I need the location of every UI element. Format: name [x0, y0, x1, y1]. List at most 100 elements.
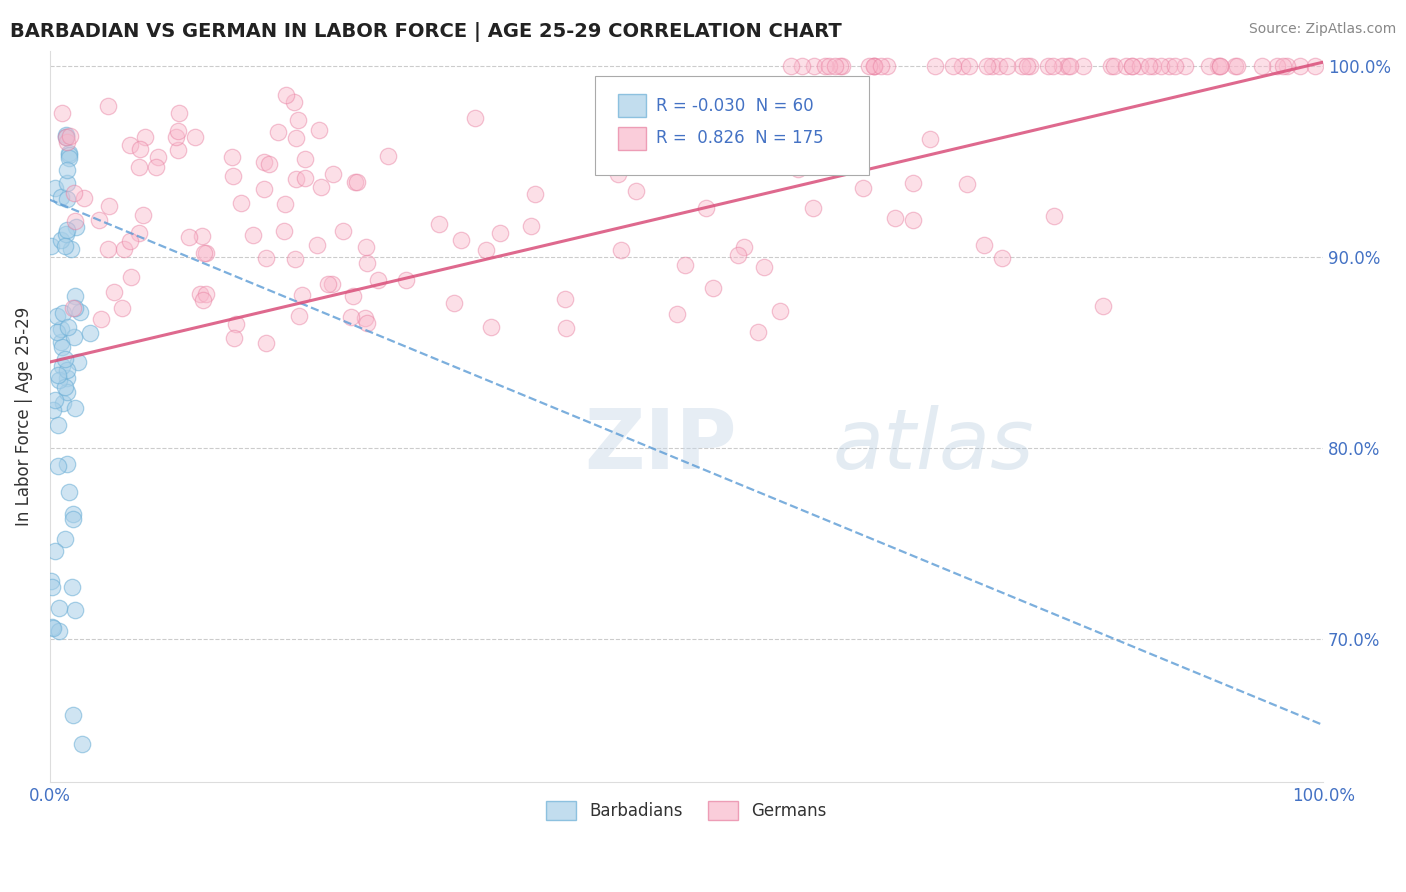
Point	[44, 181, 66, 195]
Point	[648, 152, 671, 166]
Point	[863, 59, 886, 73]
Point	[41, 620, 63, 634]
Point	[53, 380, 76, 394]
Point	[131, 208, 153, 222]
Point	[903, 176, 925, 190]
Point	[342, 288, 364, 302]
Point	[695, 201, 717, 215]
Point	[63, 330, 86, 344]
Point	[55, 129, 77, 144]
Point	[599, 112, 621, 126]
Point	[606, 167, 628, 181]
Point	[97, 99, 120, 113]
Point	[48, 373, 70, 387]
Point	[167, 143, 190, 157]
Point	[62, 186, 84, 200]
Text: BARBADIAN VS GERMAN IN LABOR FORCE | AGE 25-29 CORRELATION CHART: BARBADIAN VS GERMAN IN LABOR FORCE | AGE…	[10, 22, 842, 42]
Point	[39, 574, 62, 589]
Point	[308, 123, 330, 137]
Point	[56, 135, 79, 149]
Point	[112, 242, 135, 256]
Point	[321, 277, 343, 291]
Point	[284, 252, 307, 266]
Point	[1289, 59, 1312, 73]
Point	[273, 197, 295, 211]
Point	[48, 624, 70, 638]
Point	[59, 128, 82, 143]
Point	[1164, 59, 1187, 73]
Point	[62, 708, 84, 723]
Point	[479, 319, 502, 334]
Point	[134, 130, 156, 145]
Point	[924, 59, 946, 73]
Point	[356, 316, 378, 330]
Point	[188, 287, 211, 301]
Point	[520, 219, 543, 233]
Point	[224, 331, 246, 345]
Point	[56, 371, 79, 385]
Point	[742, 93, 765, 107]
Point	[830, 59, 852, 73]
Point	[395, 273, 418, 287]
Point	[56, 319, 79, 334]
Point	[120, 270, 142, 285]
Point	[148, 150, 170, 164]
Point	[918, 132, 941, 146]
Point	[177, 229, 200, 244]
Point	[1052, 59, 1074, 73]
Point	[256, 335, 278, 350]
Point	[46, 417, 69, 432]
Point	[287, 112, 309, 127]
Point	[259, 157, 281, 171]
Point	[1206, 59, 1229, 73]
Point	[610, 244, 633, 258]
Point	[285, 130, 308, 145]
Point	[288, 309, 311, 323]
Point	[56, 176, 79, 190]
Point	[1115, 59, 1137, 73]
Point	[44, 543, 66, 558]
Point	[862, 59, 884, 73]
Point	[39, 239, 62, 253]
Point	[45, 325, 67, 339]
Point	[60, 580, 83, 594]
Point	[1142, 59, 1164, 73]
Point	[221, 169, 243, 184]
Text: R =  0.826  N = 175: R = 0.826 N = 175	[655, 129, 824, 147]
Point	[1275, 59, 1298, 73]
Point	[41, 580, 63, 594]
Point	[1198, 59, 1220, 73]
Point	[450, 233, 472, 247]
Point	[128, 227, 150, 241]
Point	[221, 150, 243, 164]
Point	[1265, 59, 1288, 73]
Point	[956, 177, 979, 191]
Point	[1102, 59, 1125, 73]
Bar	[617, 94, 645, 117]
Point	[1272, 59, 1295, 73]
Point	[63, 214, 86, 228]
Point	[981, 59, 1004, 73]
Point	[309, 180, 332, 194]
Point	[769, 95, 792, 110]
Point	[120, 137, 142, 152]
Point	[46, 368, 69, 382]
Point	[322, 167, 344, 181]
Point	[58, 152, 80, 166]
Point	[46, 309, 69, 323]
Point	[59, 242, 82, 256]
Point	[752, 260, 775, 274]
Point	[356, 256, 378, 270]
Point	[69, 305, 91, 319]
Point	[316, 277, 339, 291]
Point	[675, 258, 697, 272]
Point	[65, 401, 87, 416]
Point	[55, 351, 77, 366]
Point	[824, 59, 846, 73]
Point	[1019, 59, 1042, 73]
Point	[291, 288, 314, 302]
Point	[991, 251, 1014, 265]
Point	[194, 246, 217, 260]
Point	[489, 226, 512, 240]
Text: Source: ZipAtlas.com: Source: ZipAtlas.com	[1249, 22, 1396, 37]
